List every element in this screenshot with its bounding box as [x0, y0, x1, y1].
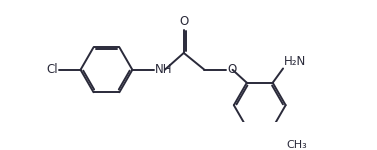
Text: NH: NH [155, 63, 173, 76]
Text: H₂N: H₂N [284, 55, 306, 68]
Text: Cl: Cl [46, 63, 58, 76]
Text: CH₃: CH₃ [287, 140, 307, 150]
Text: O: O [227, 63, 237, 76]
Text: O: O [179, 15, 188, 28]
